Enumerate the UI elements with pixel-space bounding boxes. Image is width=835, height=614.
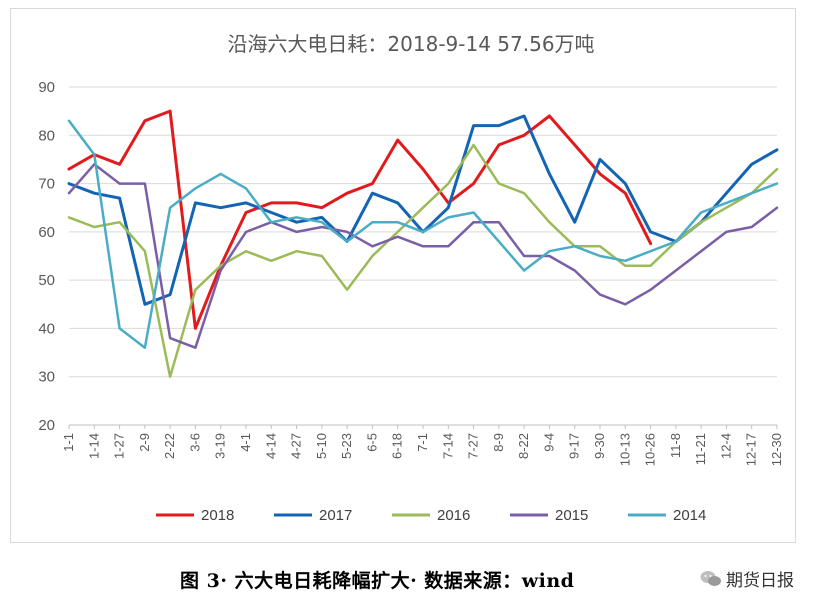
x-tick-label: 11-8 xyxy=(668,433,683,458)
x-tick-label: 4-1 xyxy=(238,433,253,452)
x-tick-label: 1-14 xyxy=(86,433,101,459)
series-line-2015 xyxy=(67,163,779,349)
series-line-2014 xyxy=(67,119,779,349)
y-tick-label: 60 xyxy=(38,224,55,241)
x-tick-label: 5-10 xyxy=(314,433,329,459)
x-tick-label: 7-1 xyxy=(415,433,430,452)
legend-label-2016: 2016 xyxy=(437,507,470,524)
x-tick-label: 4-14 xyxy=(263,433,278,459)
legend-label-2018: 2018 xyxy=(201,507,234,524)
x-tick-label: 9-30 xyxy=(592,433,607,459)
y-tick-label: 20 xyxy=(38,417,55,434)
x-tick-label: 12-30 xyxy=(769,433,784,466)
x-tick-label: 8-9 xyxy=(491,433,506,452)
wechat-icon xyxy=(700,570,721,586)
x-tick-label: 6-18 xyxy=(390,433,405,459)
x-tick-label: 2-22 xyxy=(162,433,177,459)
x-tick-label: 7-14 xyxy=(440,433,455,459)
watermark-text: 期货日报 xyxy=(726,571,794,591)
x-tick-label: 3-6 xyxy=(187,433,202,452)
y-tick-label: 90 xyxy=(38,79,55,96)
watermark: 期货日报 xyxy=(700,566,794,591)
x-tick-label: 4-27 xyxy=(289,433,304,459)
x-tick-label: 10-13 xyxy=(617,433,632,466)
legend-label-2015: 2015 xyxy=(555,507,588,524)
x-tick-label: 3-19 xyxy=(213,433,228,459)
legend-label-2017: 2017 xyxy=(319,507,352,524)
y-tick-label: 40 xyxy=(38,320,55,337)
x-tick-label: 2-9 xyxy=(137,433,152,452)
x-tick-label: 9-17 xyxy=(567,433,582,459)
series-line-2018 xyxy=(67,109,653,330)
x-tick-label: 10-26 xyxy=(643,433,658,466)
figure-caption: 图 3· 六大电日耗降幅扩大· 数据来源：wind xyxy=(180,570,575,592)
chart-title: 沿海六大电日耗：2018-9-14 57.56万吨 xyxy=(227,32,594,56)
x-tick-label: 5-23 xyxy=(339,433,354,459)
x-tick-label: 12-4 xyxy=(718,433,733,459)
legend-label-2014: 2014 xyxy=(673,507,706,524)
x-tick-label: 1-1 xyxy=(61,433,76,452)
y-tick-label: 30 xyxy=(38,369,55,386)
series-line-2016 xyxy=(67,143,779,378)
x-tick-label: 1-27 xyxy=(112,433,127,459)
line-chart: 沿海六大电日耗：2018-9-14 57.56万吨 20 30 40 50 60 70 80… xyxy=(38,32,784,524)
x-tick-label: 6-5 xyxy=(364,433,379,452)
x-tick-label: 11-21 xyxy=(693,433,708,465)
x-tick-label: 9-4 xyxy=(541,433,556,452)
x-tick-label: 8-22 xyxy=(516,433,531,459)
y-tick-label: 50 xyxy=(38,272,55,289)
y-tick-label: 80 xyxy=(38,127,55,144)
x-tick-label: 12-17 xyxy=(744,433,759,466)
chart-frame: 沿海六大电日耗：2018-9-14 57.56万吨 20 30 40 50 60 70 80… xyxy=(10,8,796,543)
y-tick-label: 70 xyxy=(38,176,55,193)
x-tick-label: 7-27 xyxy=(466,433,481,459)
